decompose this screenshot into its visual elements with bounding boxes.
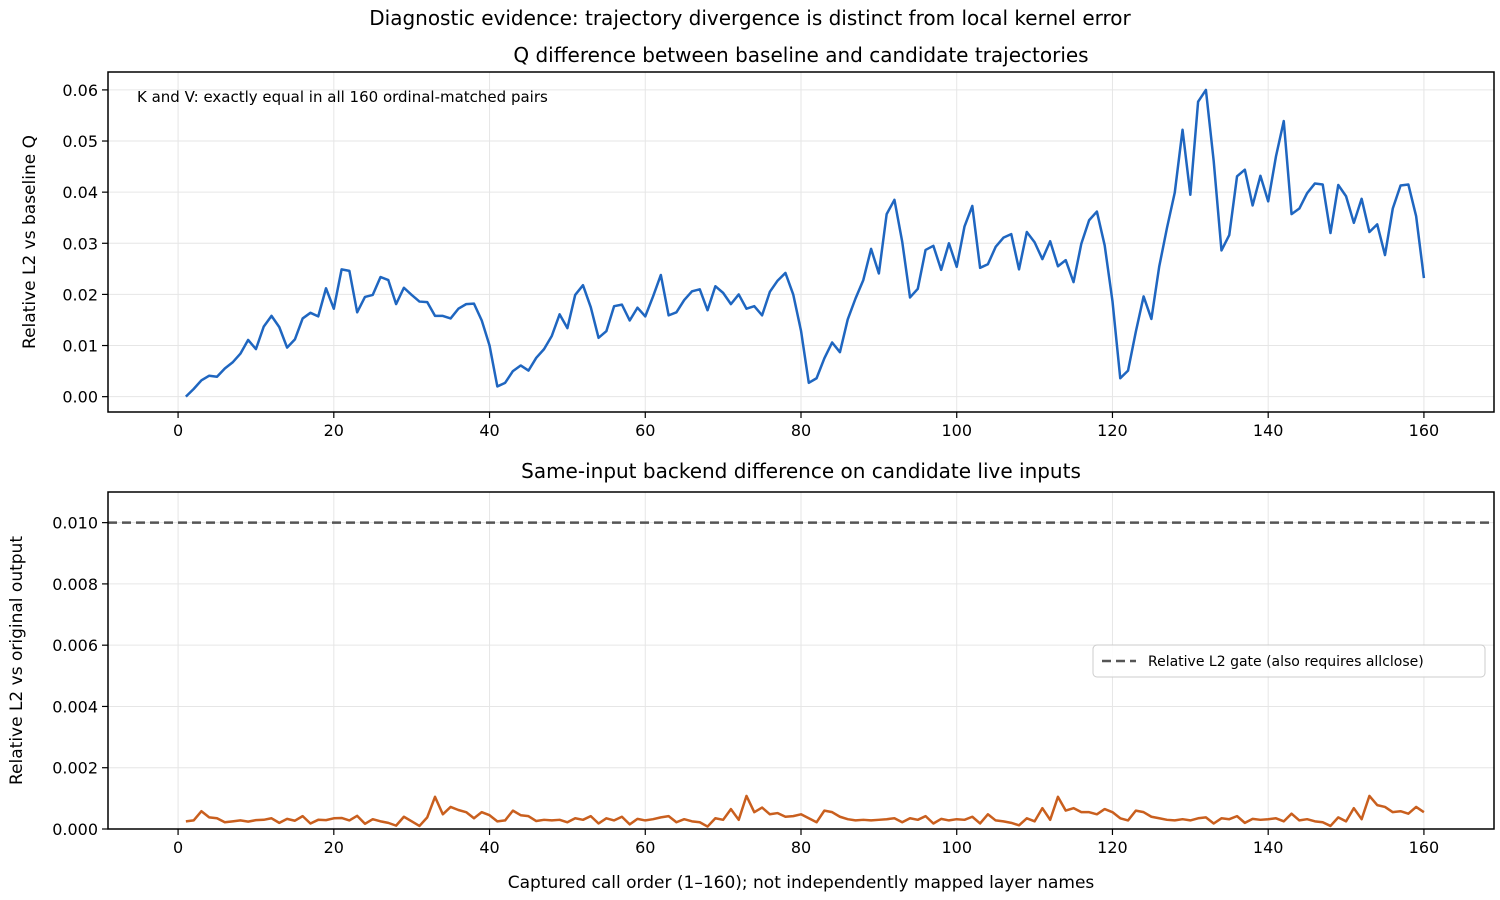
- y-tick-label: 0.03: [62, 234, 98, 253]
- y-tick-label: 0.01: [62, 337, 98, 356]
- x-tick-label: 100: [941, 421, 972, 440]
- top-chart-plot-area: [184, 88, 1426, 398]
- bottom-chart-title: Same-input backend difference on candida…: [521, 459, 1081, 483]
- x-tick-label: 20: [324, 838, 344, 857]
- x-tick-label: 40: [479, 421, 499, 440]
- bottom-chart-legend: Relative L2 gate (also requires allclose…: [1092, 644, 1486, 678]
- y-tick-label: 0.02: [62, 285, 98, 304]
- top-chart-grid: [108, 72, 1494, 412]
- top-chart-y-axis: 0.00 0.01 0.02 0.03 0.04 0.05 0.06: [62, 81, 108, 407]
- x-tick-label: 0: [173, 838, 183, 857]
- top-chart-y-label: Relative L2 vs baseline Q: [20, 135, 40, 349]
- x-tick-label: 160: [1409, 421, 1440, 440]
- top-chart-x-axis: 0 20 40 60 80 100 120 140 160: [173, 412, 1439, 440]
- y-tick-label: 0.004: [52, 697, 98, 716]
- x-tick-label: 120: [1097, 421, 1128, 440]
- bottom-chart-x-label: Captured call order (1–160); not indepen…: [508, 873, 1095, 893]
- bottom-chart-y-label: Relative L2 vs original output: [7, 536, 27, 785]
- series-line-0: [184, 88, 1426, 398]
- x-tick-label: 20: [324, 421, 344, 440]
- bottom-chart-y-axis: 0.000 0.002 0.004 0.006 0.008 0.010: [52, 514, 108, 839]
- y-tick-label: 0.008: [52, 575, 98, 594]
- y-tick-label: 0.002: [52, 759, 98, 778]
- y-tick-label: 0.00: [62, 388, 98, 407]
- x-tick-label: 160: [1409, 838, 1440, 857]
- x-tick-label: 80: [791, 838, 811, 857]
- y-tick-label: 0.000: [52, 820, 98, 839]
- top-chart-title: Q difference between baseline and candid…: [513, 43, 1088, 67]
- x-tick-label: 140: [1253, 421, 1284, 440]
- top-chart: Q difference between baseline and candid…: [20, 43, 1495, 440]
- x-tick-label: 80: [791, 421, 811, 440]
- y-tick-label: 0.05: [62, 132, 98, 151]
- x-tick-label: 100: [941, 838, 972, 857]
- y-tick-label: 0.006: [52, 636, 98, 655]
- y-tick-label: 0.06: [62, 81, 98, 100]
- x-tick-label: 60: [635, 421, 655, 440]
- x-tick-label: 0: [173, 421, 183, 440]
- figure-suptitle: Diagnostic evidence: trajectory divergen…: [369, 6, 1131, 30]
- x-tick-label: 40: [479, 838, 499, 857]
- bottom-chart-plot-area: [185, 794, 1425, 828]
- y-tick-label: 0.04: [62, 183, 98, 202]
- bottom-chart: Same-input backend difference on candida…: [7, 459, 1495, 893]
- x-tick-label: 140: [1253, 838, 1284, 857]
- y-tick-label: 0.010: [52, 514, 98, 533]
- x-tick-label: 60: [635, 838, 655, 857]
- top-chart-annotation: K and V: exactly equal in all 160 ordina…: [137, 88, 548, 106]
- bottom-chart-x-axis: 0 20 40 60 80 100 120 140 160: [173, 829, 1439, 857]
- legend-label: Relative L2 gate (also requires allclose…: [1148, 654, 1424, 670]
- x-tick-label: 120: [1097, 838, 1128, 857]
- legend-box: [1092, 644, 1486, 678]
- series-line-0: [185, 794, 1425, 828]
